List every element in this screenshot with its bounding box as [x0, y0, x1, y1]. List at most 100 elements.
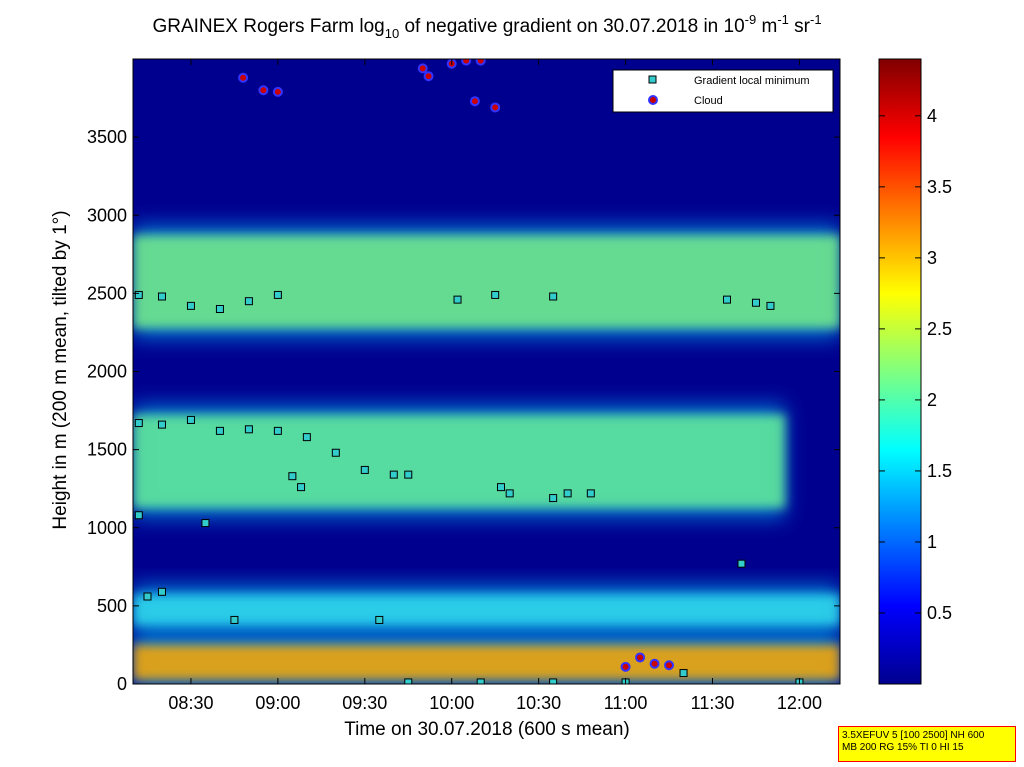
- gradient-minimum-marker: [134, 419, 143, 428]
- y-tick-label: 500: [97, 596, 127, 616]
- gradient-minimum-marker: [288, 472, 297, 481]
- legend-marker-gradient-minimum: [648, 75, 657, 84]
- legend-label-cloud: Cloud: [694, 95, 723, 107]
- cloud-marker: [272, 86, 283, 97]
- gradient-minimum-marker: [404, 678, 413, 684]
- gradient-minimum-marker: [360, 465, 369, 474]
- gradient-minimum-marker: [491, 290, 500, 299]
- plot-background: [133, 59, 840, 684]
- cloud-marker: [461, 59, 472, 66]
- gradient-minimum-marker: [186, 415, 195, 424]
- marker-layer: [134, 59, 804, 684]
- gradient-minimum-marker: [201, 519, 210, 528]
- y-tick-label: 3500: [87, 127, 127, 147]
- layer-core: [133, 594, 840, 626]
- y-axis-title: Height in m (200 m mean, tilted by 1°): [50, 210, 71, 529]
- y-tick-label: 1000: [87, 518, 127, 538]
- layer-core: [133, 414, 785, 509]
- cloud-marker: [258, 85, 269, 96]
- chart-title: GRAINEX Rogers Farm log10 of negative gr…: [152, 12, 821, 41]
- gradient-minimum-marker: [244, 297, 253, 306]
- layer-core: [133, 234, 840, 329]
- gradient-minimum-marker: [273, 426, 282, 435]
- gradient-minimum-marker: [549, 678, 558, 684]
- colorbar-tick-label: 3: [927, 248, 937, 268]
- gradient-minimum-marker: [722, 295, 731, 304]
- gradient-minimum-marker: [679, 669, 688, 678]
- gradient-minimum-marker: [751, 298, 760, 307]
- info-line-2: MB 200 RG 15% TI 0 HI 15: [842, 742, 964, 753]
- gradient-minimum-marker: [302, 433, 311, 442]
- x-tick-label: 10:00: [429, 693, 474, 713]
- x-tick-label: 11:00: [604, 693, 648, 713]
- colorbar-ticks: 0.5 1 1.5 2 2.5 3 3.5 4: [879, 106, 952, 623]
- gradient-minimum-marker: [389, 470, 398, 479]
- gradient-minimum-marker: [297, 483, 306, 492]
- gradient-minimum-marker: [549, 494, 558, 503]
- gradient-minimum-marker: [505, 489, 514, 498]
- legend-label-gradient-minimum: Gradient local minimum: [694, 75, 810, 87]
- gradient-minimum-marker: [404, 470, 413, 479]
- cloud-marker: [490, 102, 501, 113]
- gradient-minimum-marker: [549, 292, 558, 301]
- x-tick-label: 11:30: [691, 693, 735, 713]
- cloud-marker: [475, 59, 486, 66]
- gradient-minimum-marker: [766, 301, 775, 310]
- x-axis-title: Time on 30.07.2018 (600 s mean): [344, 719, 630, 740]
- layer-core: [133, 644, 840, 680]
- y-tick-label: 1500: [87, 440, 127, 460]
- gradient-minimum-marker: [563, 489, 572, 498]
- y-axis: 0 500 1000 1500 2000 2500 3000 3500: [87, 127, 840, 694]
- gradient-minimum-marker: [453, 295, 462, 304]
- gradient-minimum-marker: [476, 678, 485, 684]
- plot-area: [133, 59, 840, 684]
- cloud-marker: [238, 72, 249, 83]
- gradient-minimum-marker: [157, 420, 166, 429]
- cloud-marker: [664, 660, 675, 671]
- info-line-1: 3.5XEFUV 5 [100 2500] NH 600: [842, 730, 985, 741]
- colorbar-tick-label: 3.5: [927, 177, 952, 197]
- cloud-marker: [620, 661, 631, 672]
- heatmap-field: [133, 224, 840, 684]
- gradient-minimum-marker: [331, 448, 340, 457]
- gradient-minimum-marker: [143, 592, 152, 601]
- colorbar-tick-label: 0.5: [927, 603, 952, 623]
- gradient-minimum-marker: [215, 305, 224, 313]
- gradient-minimum-marker: [186, 301, 195, 310]
- gradient-minimum-marker: [375, 615, 384, 624]
- x-tick-label: 09:30: [342, 693, 387, 713]
- gradient-minimum-marker: [230, 615, 239, 624]
- y-tick-label: 2000: [87, 362, 127, 382]
- gradient-minimum-marker: [134, 290, 143, 299]
- gradient-minimum-marker: [737, 559, 746, 568]
- legend-marker-cloud: [648, 95, 658, 105]
- gradient-minimum-marker: [586, 489, 595, 498]
- y-tick-label: 2500: [87, 283, 127, 303]
- colorbar-tick-label: 2: [927, 390, 937, 410]
- colorbar: 0.5 1 1.5 2 2.5 3 3.5 4: [878, 58, 952, 685]
- x-tick-label: 10:30: [516, 693, 561, 713]
- legend: Gradient local minimum Cloud: [612, 69, 834, 113]
- gradient-minimum-marker: [157, 587, 166, 596]
- gradient-minimum-marker: [215, 426, 224, 435]
- cloud-marker: [423, 71, 434, 82]
- gradient-minimum-marker: [134, 511, 143, 520]
- colorbar-tick-label: 4: [927, 106, 937, 126]
- colorbar-tick-label: 2.5: [927, 319, 952, 339]
- gradient-minimum-marker: [273, 290, 282, 299]
- y-tick-label: 0: [117, 674, 127, 694]
- cloud-marker: [469, 96, 480, 107]
- colorbar-tick-label: 1: [927, 532, 937, 552]
- x-tick-label: 08:30: [168, 693, 213, 713]
- x-tick-label: 12:00: [777, 693, 822, 713]
- x-axis: 08:30 09:00 09:30 10:00 10:30 11:00 11:30 12:00: [168, 59, 822, 713]
- y-tick-label: 3000: [87, 205, 127, 225]
- cloud-marker: [649, 658, 660, 669]
- colorbar-gradient: [878, 58, 922, 685]
- info-box: 3.5XEFUV 5 [100 2500] NH 600 MB 200 RG 1…: [838, 726, 1016, 762]
- colorbar-tick-label: 1.5: [927, 461, 952, 481]
- x-tick-label: 09:00: [255, 693, 300, 713]
- gradient-minimum-marker: [157, 292, 166, 301]
- cloud-marker: [417, 63, 428, 74]
